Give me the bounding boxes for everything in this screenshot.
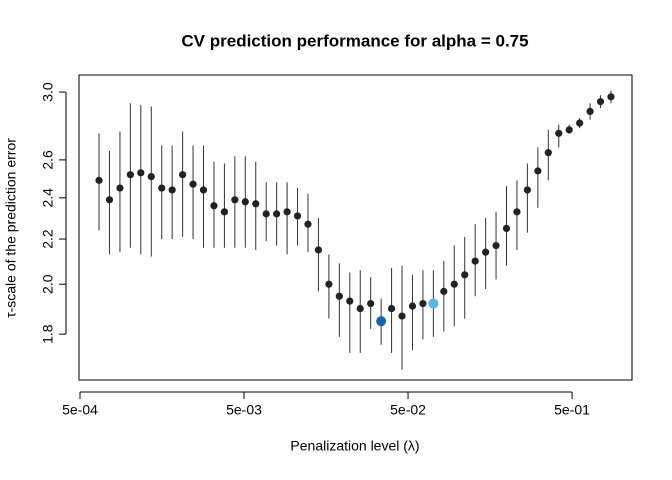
point <box>95 176 103 184</box>
y-tick-label: 3.0 <box>40 82 56 102</box>
point <box>482 248 490 256</box>
point <box>523 186 531 194</box>
point <box>387 304 396 313</box>
point <box>220 208 229 216</box>
point <box>440 287 448 295</box>
point <box>419 299 427 308</box>
point <box>408 302 417 310</box>
point <box>471 257 479 265</box>
x-tick-label: 5e-04 <box>62 402 98 418</box>
point <box>283 208 291 216</box>
point <box>199 186 208 194</box>
y-tick-label: 2.4 <box>40 188 56 208</box>
point <box>492 241 500 250</box>
point <box>576 119 584 127</box>
point <box>147 172 155 181</box>
point <box>586 107 594 116</box>
point <box>314 246 323 254</box>
point <box>513 208 521 216</box>
point <box>398 312 406 320</box>
point <box>179 171 187 179</box>
point <box>461 271 469 279</box>
y-axis-label: τ-scale of the prediction error <box>3 138 19 318</box>
point <box>137 169 145 177</box>
point <box>607 93 615 101</box>
highlighted-point <box>428 298 439 309</box>
point <box>304 220 312 228</box>
point <box>555 129 563 137</box>
point <box>293 212 302 220</box>
point <box>262 210 270 218</box>
y-tick-label: 2.0 <box>40 274 56 294</box>
point <box>356 304 364 313</box>
x-tick-label: 5e-03 <box>226 402 262 418</box>
chart-title: CV prediction performance for alpha = 0.… <box>181 31 528 50</box>
point <box>116 184 124 192</box>
point <box>158 184 166 192</box>
y-tick-label: 2.6 <box>40 150 56 170</box>
highlighted-point <box>376 316 387 327</box>
point <box>565 126 573 134</box>
point <box>126 171 134 179</box>
point <box>273 210 281 218</box>
point <box>596 98 605 106</box>
point <box>346 297 354 305</box>
point <box>544 149 552 157</box>
point <box>450 280 458 288</box>
point <box>168 186 176 194</box>
plot-frame <box>78 74 633 381</box>
point <box>241 198 249 206</box>
point <box>231 196 239 204</box>
point <box>367 299 375 308</box>
x-tick-label: 5e-02 <box>390 402 426 418</box>
point <box>534 167 542 175</box>
x-tick-label: 5e-01 <box>554 402 590 418</box>
point <box>252 200 260 208</box>
y-tick-label: 2.2 <box>40 229 56 249</box>
point <box>335 292 343 300</box>
point <box>210 202 218 210</box>
y-tick-label: 1.8 <box>40 324 56 344</box>
point <box>325 280 333 288</box>
point <box>189 180 197 188</box>
x-axis-label: Penalization level (λ) <box>290 438 419 454</box>
point <box>502 224 511 232</box>
point <box>105 196 114 204</box>
